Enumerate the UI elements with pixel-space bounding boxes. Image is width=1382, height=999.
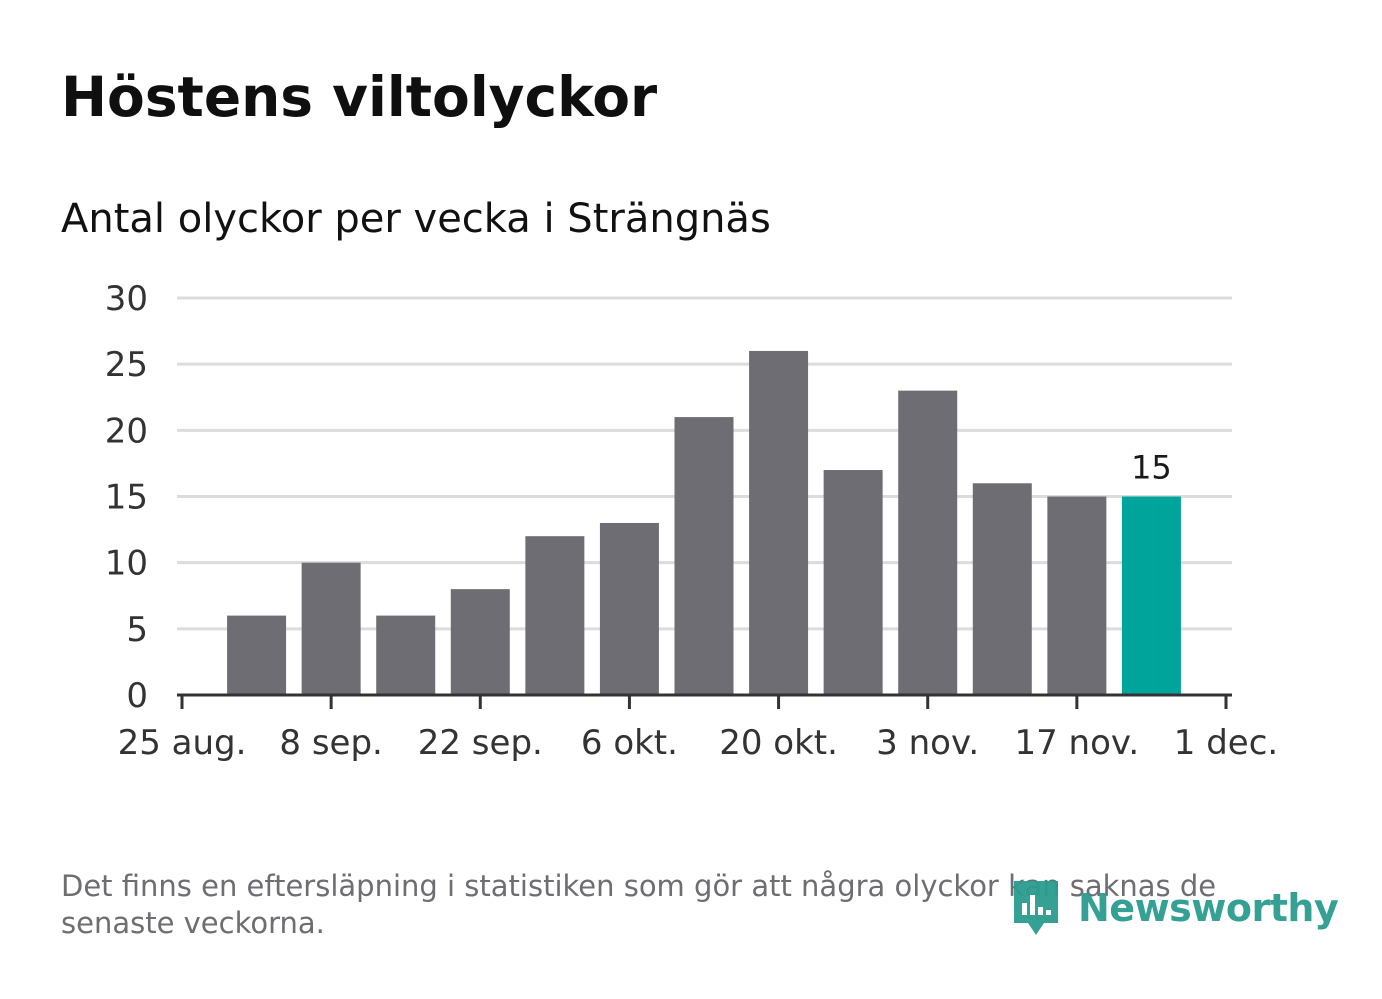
bar — [972, 483, 1032, 695]
bar — [301, 562, 361, 695]
bar — [823, 470, 883, 695]
x-tick-label: 25 aug. — [118, 723, 247, 763]
bar — [450, 589, 510, 695]
x-tick-label: 17 nov. — [1014, 723, 1139, 763]
y-tick-label: 10 — [105, 544, 148, 584]
bar — [1047, 496, 1107, 695]
y-tick-label: 20 — [105, 411, 148, 451]
newsworthy-brand: Newsworthy — [1010, 876, 1339, 940]
x-tick-label: 22 sep. — [418, 723, 543, 763]
x-tick-label: 8 sep. — [279, 723, 382, 763]
bar — [376, 615, 436, 695]
data-labels: 15 — [1131, 449, 1172, 487]
y-tick-label: 25 — [105, 345, 148, 385]
data-label: 15 — [1131, 449, 1172, 487]
y-tick-label: 5 — [126, 610, 148, 650]
newsworthy-logo-icon — [1014, 881, 1058, 935]
y-axis-labels: 0 5 10 15 20 25 30 — [105, 279, 148, 716]
bar — [525, 536, 585, 695]
x-tick-label: 3 nov. — [876, 723, 979, 763]
bar — [599, 522, 659, 695]
x-tick-label: 1 dec. — [1174, 723, 1278, 763]
bar — [898, 390, 958, 695]
bar — [749, 350, 809, 695]
y-tick-label: 15 — [105, 478, 148, 518]
x-axis-labels: 25 aug. 8 sep. 22 sep. 6 okt. 20 okt. 3 nov. 1… — [118, 723, 1279, 763]
y-tick-label: 30 — [105, 279, 148, 319]
bar — [227, 615, 287, 695]
y-tick-label: 0 — [126, 676, 148, 716]
bar — [674, 417, 734, 695]
x-tick-label: 6 okt. — [581, 723, 678, 763]
chart-subtitle: Antal olyckor per vecka i Strängnäs — [61, 196, 771, 242]
x-tick-label: 20 okt. — [719, 723, 838, 763]
bars — [227, 350, 1181, 695]
chart-title: Höstens viltolyckor — [61, 65, 658, 129]
x-axis — [177, 693, 1232, 709]
brand-name: Newsworthy — [1078, 886, 1339, 930]
bar-highlight — [1121, 496, 1181, 695]
